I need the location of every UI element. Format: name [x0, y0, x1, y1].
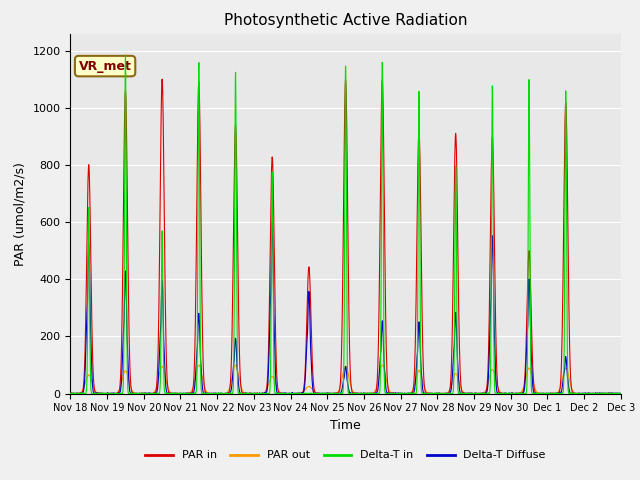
PAR out	[362, 391, 369, 396]
PAR in	[569, 389, 577, 395]
Delta-T Diffuse	[617, 391, 625, 396]
PAR in	[67, 390, 74, 396]
Delta-T in	[506, 390, 514, 396]
Delta-T in	[67, 391, 75, 396]
PAR in	[68, 391, 76, 396]
Delta-T in	[122, 52, 129, 58]
PAR in	[374, 363, 381, 369]
Title: Photosynthetic Active Radiation: Photosynthetic Active Radiation	[224, 13, 467, 28]
X-axis label: Time: Time	[330, 419, 361, 432]
PAR in	[158, 76, 166, 82]
Delta-T Diffuse	[568, 391, 576, 396]
Delta-T in	[569, 390, 577, 396]
PAR out	[374, 381, 381, 386]
PAR in	[221, 391, 228, 396]
PAR out	[220, 391, 228, 396]
Legend: PAR in, PAR out, Delta-T in, Delta-T Diffuse: PAR in, PAR out, Delta-T in, Delta-T Dif…	[141, 446, 550, 465]
Delta-T Diffuse	[584, 390, 591, 396]
Y-axis label: PAR (umol/m2/s): PAR (umol/m2/s)	[14, 162, 27, 265]
Text: VR_met: VR_met	[79, 60, 132, 72]
Delta-T in	[584, 391, 592, 396]
Delta-T in	[374, 391, 381, 396]
PAR in	[362, 391, 370, 396]
Line: PAR in: PAR in	[70, 79, 621, 394]
Line: Delta-T Diffuse: Delta-T Diffuse	[70, 223, 621, 394]
Delta-T Diffuse	[362, 391, 369, 396]
Delta-T Diffuse	[67, 391, 74, 396]
PAR out	[232, 362, 240, 368]
Delta-T in	[617, 390, 625, 396]
Delta-T Diffuse	[506, 390, 513, 396]
PAR out	[506, 391, 513, 396]
PAR out	[584, 391, 591, 396]
Delta-T in	[67, 391, 74, 396]
PAR out	[617, 391, 625, 396]
PAR in	[506, 391, 514, 396]
Delta-T Diffuse	[374, 388, 381, 394]
Line: Delta-T in: Delta-T in	[70, 55, 621, 394]
Delta-T Diffuse	[268, 220, 276, 226]
Line: PAR out: PAR out	[70, 365, 621, 394]
PAR in	[617, 391, 625, 396]
PAR in	[584, 391, 592, 396]
Delta-T in	[362, 391, 370, 396]
PAR out	[67, 391, 74, 396]
Delta-T in	[221, 391, 228, 396]
Delta-T Diffuse	[220, 391, 228, 396]
PAR out	[568, 387, 576, 393]
